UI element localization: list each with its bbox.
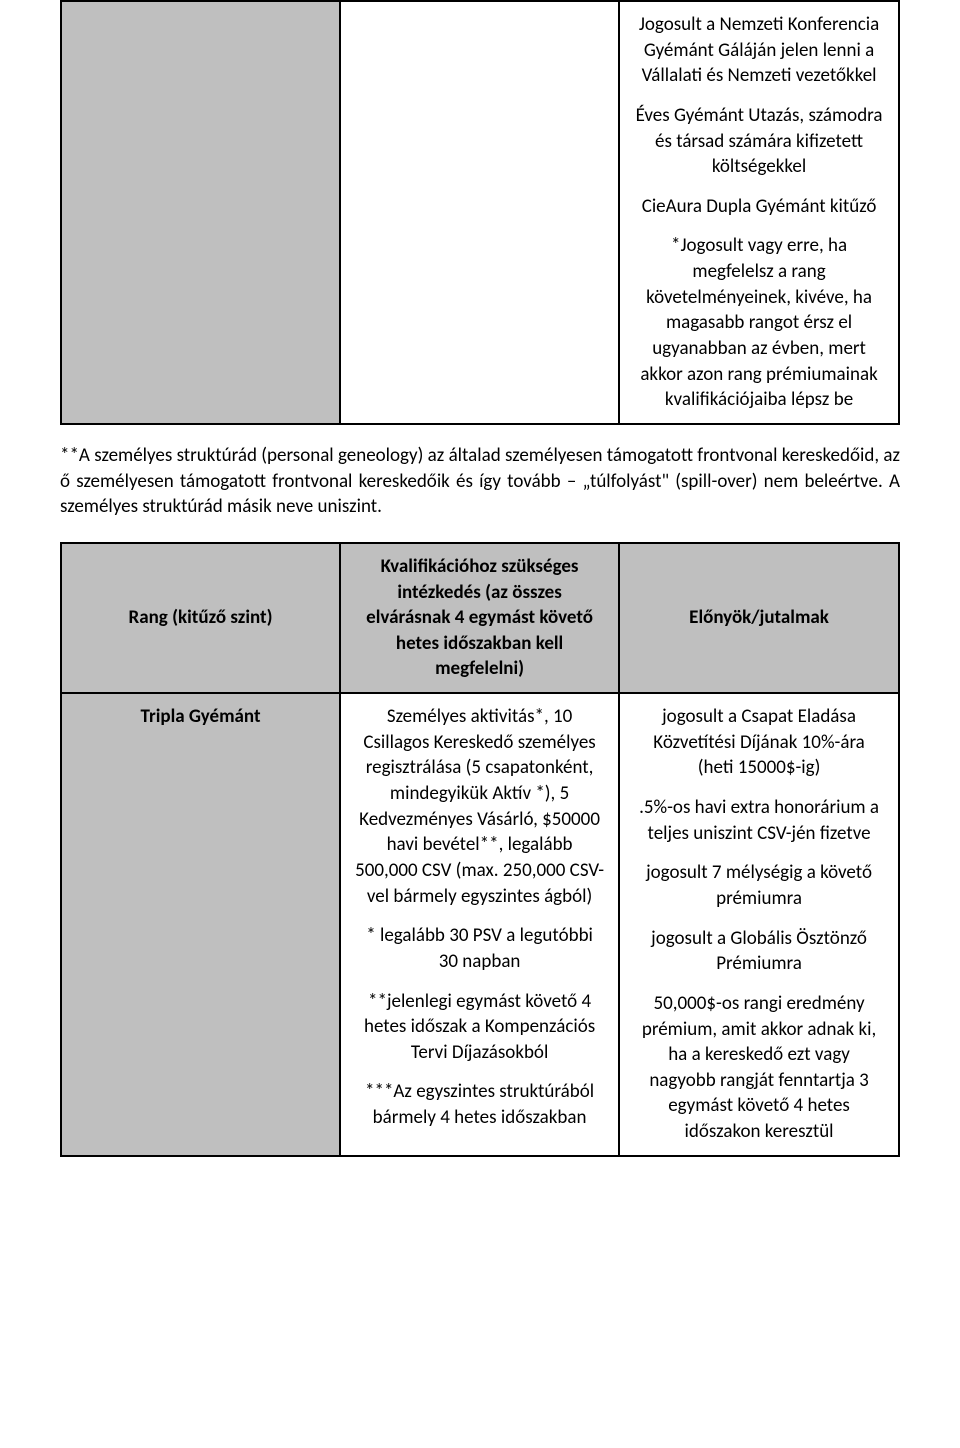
top-table: Jogosult a Nemzeti Konferencia Gyémánt G… <box>60 0 900 425</box>
top-right-p2: Éves Gyémánt Utazás, számodra és társad … <box>634 103 884 180</box>
row1-col3-p1: jogosult a Csapat Eladása Közvetítési Dí… <box>634 704 884 781</box>
row1-col3-p3: jogosult 7 mélységig a követő prémiumra <box>634 860 884 911</box>
row1-col2: Személyes aktivitás*, 10 Csillagos Keres… <box>340 693 619 1156</box>
header-col3: Előnyök/jutalmak <box>619 543 899 693</box>
top-table-row: Jogosult a Nemzeti Konferencia Gyémánt G… <box>61 1 899 424</box>
top-cell-left <box>61 1 340 424</box>
row1-col3-p2: .5%-os havi extra honorárium a teljes un… <box>634 795 884 846</box>
main-table-header-row: Rang (kitűző szint) Kvalifikációhoz szük… <box>61 543 899 693</box>
top-right-p3: CieAura Dupla Gyémánt kitűző <box>634 194 884 220</box>
main-table: Rang (kitűző szint) Kvalifikációhoz szük… <box>60 542 900 1157</box>
main-table-row: Tripla Gyémánt Személyes aktivitás*, 10 … <box>61 693 899 1156</box>
row1-col3: jogosult a Csapat Eladása Közvetítési Dí… <box>619 693 899 1156</box>
interstitial-paragraph: **A személyes struktúrád (personal geneo… <box>60 443 900 520</box>
header-col2: Kvalifikációhoz szükséges intézkedés (az… <box>340 543 619 693</box>
row1-col2-p3: **jelenlegi egymást követő 4 hetes idősz… <box>355 989 604 1066</box>
top-cell-mid <box>340 1 619 424</box>
row1-col2-p4: ***Az egyszintes struktúrából bármely 4 … <box>355 1079 604 1130</box>
row1-col3-p4: jogosult a Globális Ösztönző Prémiumra <box>634 926 884 977</box>
header-col1: Rang (kitűző szint) <box>61 543 340 693</box>
page: Jogosult a Nemzeti Konferencia Gyémánt G… <box>0 0 960 1197</box>
row1-col3-p5: 50,000$-os rangi eredmény prémium, amit … <box>634 991 884 1145</box>
top-cell-right: Jogosult a Nemzeti Konferencia Gyémánt G… <box>619 1 899 424</box>
row1-col1: Tripla Gyémánt <box>61 693 340 1156</box>
top-right-p4: *Jogosult vagy erre, ha megfelelsz a ran… <box>634 233 884 412</box>
row1-col2-p1: Személyes aktivitás*, 10 Csillagos Keres… <box>355 704 604 909</box>
top-right-p1: Jogosult a Nemzeti Konferencia Gyémánt G… <box>634 12 884 89</box>
row1-col2-p2: * legalább 30 PSV a legutóbbi 30 napban <box>355 923 604 974</box>
